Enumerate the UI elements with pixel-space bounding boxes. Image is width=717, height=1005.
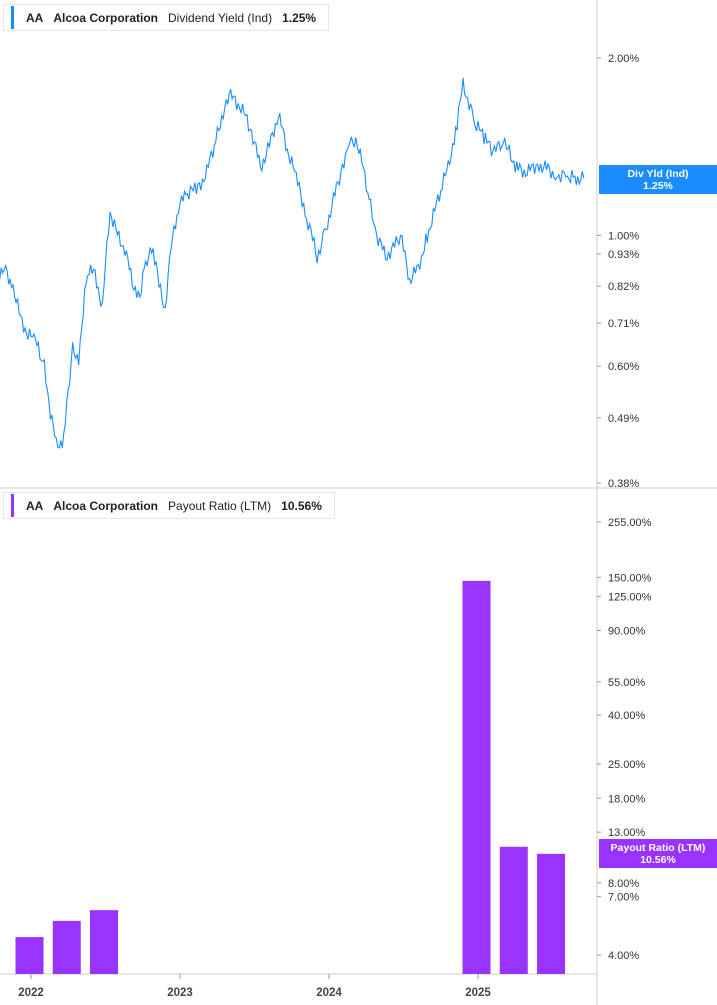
payout-ratio-tag-label: Payout Ratio (LTM) bbox=[610, 841, 706, 854]
bottom-y-axis: 255.00% 150.00% 125.00% 90.00% 55.00% 40.00% 2… bbox=[597, 517, 652, 962]
top-y-axis: 2.00% 1.00% 0.93% 0.82% 0.71% 0.60% 0.49% 0.38% bbox=[597, 53, 639, 490]
div-yld-tag-label: Div Yld (Ind) bbox=[627, 167, 689, 180]
bottom-legend-color-bar bbox=[11, 494, 14, 517]
top-legend-company: Alcoa Corporation bbox=[53, 10, 159, 25]
payout-ratio-bar bbox=[52, 920, 81, 974]
bottom-legend-metric: Payout Ratio (LTM) bbox=[168, 498, 272, 513]
top-legend: AA Alcoa Corporation Dividend Yield (Ind… bbox=[3, 4, 330, 31]
bottom-y-tick-label: 40.00% bbox=[608, 710, 646, 722]
x-tick-label: 2023 bbox=[167, 987, 193, 999]
bottom-y-tick-label: 4.00% bbox=[608, 950, 639, 962]
dividend-yield-line bbox=[0, 77, 585, 449]
top-legend-metric: Dividend Yield (Ind) bbox=[168, 10, 273, 25]
payout-ratio-bar-layer bbox=[15, 580, 566, 974]
bottom-y-tick-label: 8.00% bbox=[608, 878, 639, 890]
bottom-y-tick-label: 55.00% bbox=[608, 677, 646, 689]
payout-ratio-tag-value: 10.56% bbox=[640, 853, 676, 866]
top-y-tick-label: 0.49% bbox=[608, 413, 639, 425]
payout-ratio-value-tag: Payout Ratio (LTM) 10.56% bbox=[599, 839, 717, 868]
dividend-yield-line-layer bbox=[0, 77, 585, 449]
payout-ratio-bar bbox=[90, 910, 119, 974]
x-tick-label: 2024 bbox=[316, 987, 342, 999]
top-legend-value: 1.25% bbox=[282, 10, 317, 25]
top-y-tick-label: 2.00% bbox=[608, 53, 639, 65]
bottom-y-tick-label: 25.00% bbox=[608, 759, 646, 771]
top-y-tick-label: 0.82% bbox=[608, 281, 639, 293]
bottom-y-tick-label: 125.00% bbox=[608, 591, 652, 603]
bottom-y-tick-label: 255.00% bbox=[608, 517, 652, 529]
top-y-tick-label: 0.93% bbox=[608, 249, 639, 261]
top-legend-color-bar bbox=[11, 6, 14, 29]
bottom-y-tick-label: 18.00% bbox=[608, 793, 646, 805]
top-y-tick-label: 0.60% bbox=[608, 361, 639, 373]
x-axis: 2022 2023 2024 2025 bbox=[18, 974, 491, 999]
payout-ratio-bar bbox=[537, 853, 566, 974]
bottom-legend: AA Alcoa Corporation Payout Ratio (LTM) … bbox=[3, 492, 335, 519]
bottom-y-tick-label: 7.00% bbox=[608, 892, 639, 904]
payout-ratio-bar bbox=[499, 846, 528, 974]
payout-ratio-bar bbox=[15, 937, 44, 974]
div-yld-tag-value: 1.25% bbox=[643, 179, 673, 192]
bottom-legend-company: Alcoa Corporation bbox=[53, 498, 159, 513]
bottom-y-tick-label: 90.00% bbox=[608, 626, 646, 638]
payout-ratio-bar bbox=[462, 580, 491, 974]
top-legend-ticker: AA bbox=[26, 10, 44, 25]
bottom-y-tick-label: 13.00% bbox=[608, 827, 646, 839]
x-tick-label: 2022 bbox=[18, 987, 44, 999]
bottom-legend-ticker: AA bbox=[26, 498, 44, 513]
top-y-tick-label: 0.71% bbox=[608, 318, 639, 330]
top-y-tick-label: 0.38% bbox=[608, 478, 639, 490]
top-y-tick-label: 1.00% bbox=[608, 230, 639, 242]
bottom-legend-value: 10.56% bbox=[281, 498, 322, 513]
div-yld-value-tag: Div Yld (Ind) 1.25% bbox=[599, 165, 717, 194]
bottom-y-tick-label: 150.00% bbox=[608, 572, 652, 584]
x-tick-label: 2025 bbox=[465, 987, 491, 999]
